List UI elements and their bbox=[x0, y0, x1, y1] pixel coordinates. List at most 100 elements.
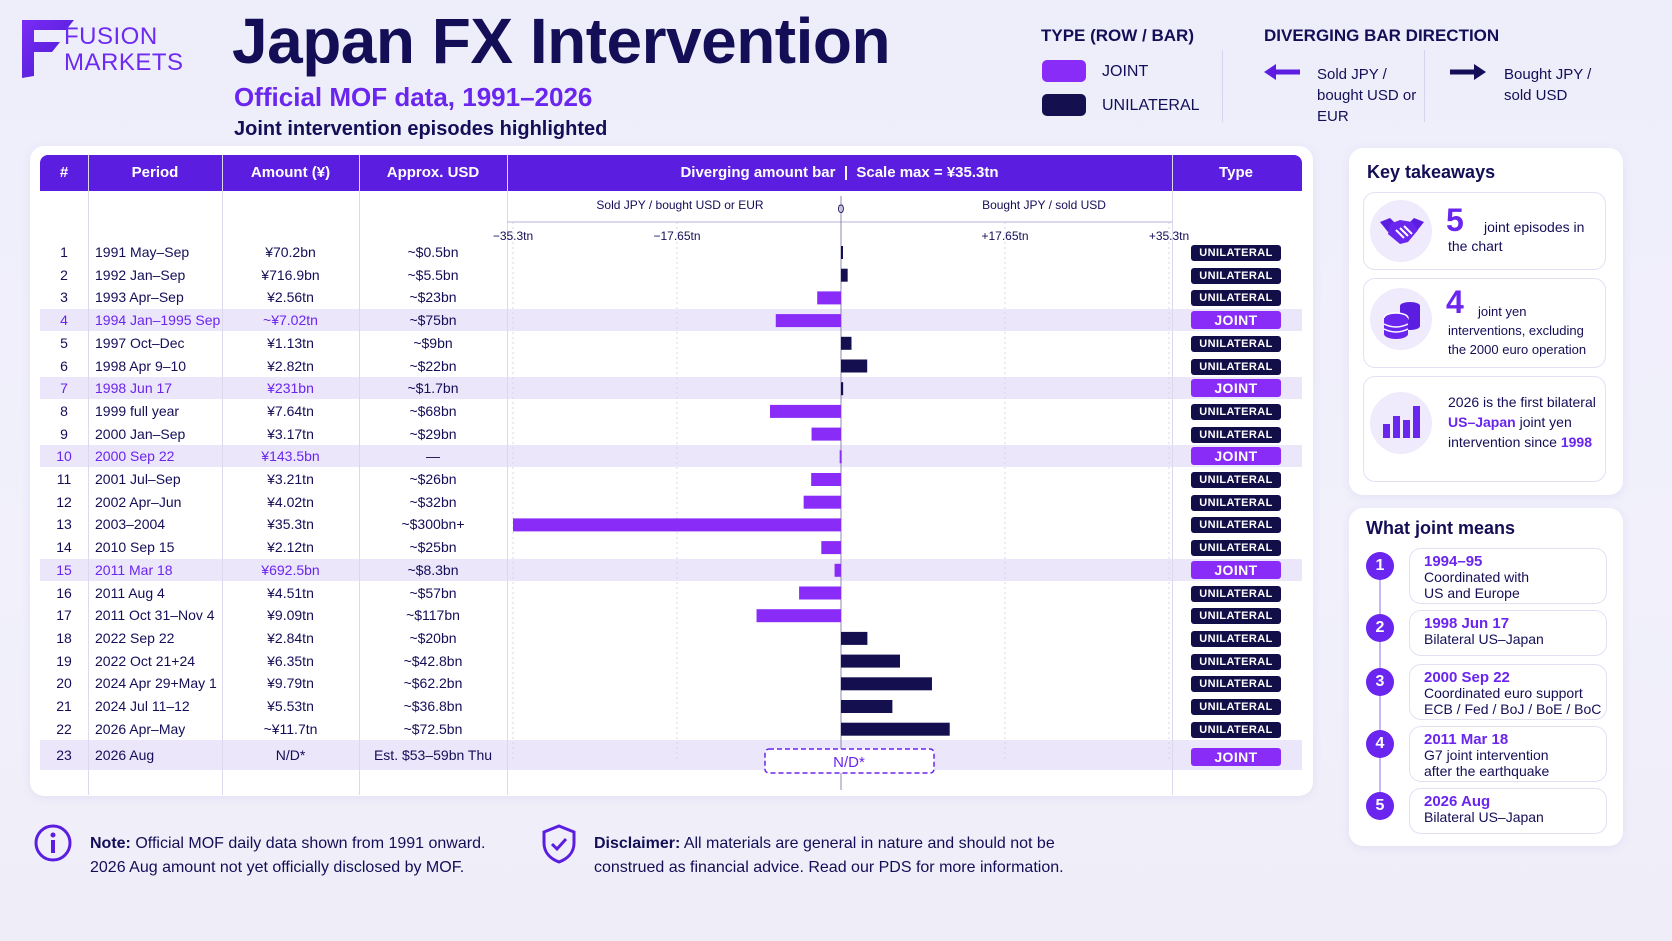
row-number: 15 bbox=[56, 561, 72, 578]
note-line-2: 2026 Aug amount not yet officially discl… bbox=[90, 859, 465, 876]
row-number: 14 bbox=[56, 539, 72, 556]
row-usd: ~$26bn bbox=[409, 471, 457, 487]
row-type-badge: UNILATERAL bbox=[1191, 290, 1281, 307]
table-row-highlight bbox=[40, 740, 1302, 770]
column-divider bbox=[359, 155, 360, 795]
row-usd: ~$9bn bbox=[413, 334, 453, 351]
joint-means-line-1: Coordinated euro support bbox=[1424, 685, 1583, 701]
legend-joint-swatch bbox=[1042, 60, 1086, 82]
axis-tick-label: −35.3tn bbox=[493, 229, 533, 243]
axis-tick-label: +17.65tn bbox=[981, 229, 1028, 243]
bar-15 bbox=[834, 563, 841, 577]
row-usd: ~$29bn bbox=[409, 425, 457, 442]
bar-8 bbox=[770, 404, 841, 418]
legend-divider-2 bbox=[1424, 50, 1425, 122]
legend-direction-title: DIVERGING BAR DIRECTION bbox=[1264, 26, 1500, 45]
legend-sold-label: Sold JPY / bought USD or EUR bbox=[1317, 66, 1417, 125]
takeaway-3-highlight-2: 1998 bbox=[1560, 434, 1592, 450]
brand-line-1: FUSION bbox=[64, 23, 158, 50]
footer-disclaimer: Disclaimer: All materials are general in… bbox=[594, 832, 1074, 880]
joint-means-line-1: Coordinated with bbox=[1424, 569, 1530, 585]
joint-means-date: 2026 Aug bbox=[1424, 793, 1491, 810]
row-amount: ¥9.79tn bbox=[267, 675, 314, 692]
row-amount: ¥2.84tn bbox=[267, 629, 314, 646]
row-period: 2026 Aug bbox=[95, 747, 155, 763]
bar-10 bbox=[839, 450, 842, 464]
axis-tick-label: −17.65tn bbox=[653, 229, 700, 243]
row-amount: ¥716.9bn bbox=[261, 266, 320, 283]
handshake-icon bbox=[1380, 218, 1424, 244]
row-usd: ~$20bn bbox=[409, 629, 457, 646]
table-row-highlight bbox=[40, 445, 1302, 468]
table-row-highlight bbox=[40, 558, 1302, 581]
row-type-badge: UNILATERAL bbox=[1191, 403, 1281, 420]
row-usd: ~$1.7bn bbox=[407, 380, 459, 397]
header-num: # bbox=[59, 164, 69, 181]
joint-means-item bbox=[1409, 726, 1607, 782]
row-type-badge: JOINT bbox=[1191, 311, 1281, 330]
row-amount: ¥4.51tn bbox=[267, 584, 314, 601]
row-usd: ~$57bn bbox=[409, 584, 457, 601]
arrow-left-icon bbox=[1264, 64, 1300, 80]
note-line-1: Official MOF daily data shown from 1991 … bbox=[130, 835, 486, 852]
bar-22 bbox=[841, 722, 950, 736]
row-amount: N/D* bbox=[275, 747, 306, 763]
disclaimer-label: Disclaimer: bbox=[594, 835, 681, 852]
row-number: 12 bbox=[56, 493, 72, 510]
bar-18 bbox=[841, 631, 868, 645]
row-usd: ~$72.5bn bbox=[403, 720, 463, 737]
header-bar: Diverging amount bar | Scale max = ¥35.3… bbox=[680, 164, 999, 181]
bar-14 bbox=[821, 541, 841, 555]
row-number: 19 bbox=[56, 652, 72, 669]
row-usd: ~$36.8bn bbox=[403, 698, 463, 714]
row-type-badge: UNILATERAL bbox=[1191, 585, 1281, 602]
row-amount: ~¥7.02tn bbox=[263, 312, 318, 329]
row-amount: ¥7.64tn bbox=[267, 402, 314, 419]
row-number: 18 bbox=[56, 629, 72, 646]
row-type-badge: UNILATERAL bbox=[1191, 653, 1281, 670]
row-period: 2022 Oct 21+24 bbox=[95, 652, 196, 669]
table-row-highlight bbox=[40, 309, 1302, 332]
joint-means-line-2: US and Europe bbox=[1424, 585, 1520, 601]
column-divider bbox=[1172, 155, 1173, 795]
row-number: 22 bbox=[56, 720, 72, 737]
row-period: 1997 Oct–Dec bbox=[95, 334, 185, 351]
row-period: 2011 Oct 31–Nov 4 bbox=[95, 607, 215, 624]
row-number: 3 bbox=[60, 289, 68, 306]
takeaway-3-mid: joint yen intervention since bbox=[1448, 414, 1572, 450]
info-icon bbox=[34, 824, 72, 862]
row-number: 11 bbox=[56, 471, 72, 487]
brand-name: FUSION MARKETS bbox=[64, 24, 184, 76]
row-usd: ~$5.5bn bbox=[407, 266, 459, 283]
bar-13 bbox=[513, 518, 841, 532]
nd-box bbox=[764, 748, 935, 774]
row-number: 16 bbox=[56, 584, 72, 601]
fusion-markets-logo-icon bbox=[22, 20, 74, 78]
arrow-right-icon bbox=[1450, 64, 1486, 80]
row-period: 2024 Apr 29+May 1 bbox=[95, 675, 217, 692]
row-number: 10 bbox=[56, 448, 72, 465]
row-amount: ¥35.3tn bbox=[267, 516, 314, 533]
bar-5 bbox=[841, 336, 852, 350]
row-type-badge: UNILATERAL bbox=[1191, 721, 1281, 738]
row-period: 1991 May–Sep bbox=[95, 244, 190, 260]
row-period: 2003–2004 bbox=[95, 516, 166, 533]
joint-means-line-2: after the earthquake bbox=[1424, 763, 1550, 779]
row-period: 2010 Sep 15 bbox=[95, 539, 175, 556]
shield-check-icon bbox=[542, 824, 576, 864]
page-subnote: Joint intervention episodes highlighted bbox=[234, 118, 608, 140]
axis-tick-label: +35.3tn bbox=[1149, 229, 1189, 243]
bar-7 bbox=[841, 382, 844, 396]
takeaway-text-3: 2026 is the first bilateral US–Japan joi… bbox=[1448, 392, 1604, 452]
page-subtitle: Official MOF data, 1991–2026 bbox=[234, 82, 593, 112]
joint-means-line-1: Bilateral US–Japan bbox=[1424, 631, 1544, 647]
row-type-badge: UNILATERAL bbox=[1191, 358, 1281, 375]
brand-line-2: MARKETS bbox=[64, 49, 184, 76]
row-usd: ~$0.5bn bbox=[407, 244, 459, 260]
legend-divider bbox=[1222, 50, 1223, 122]
row-amount: ¥2.82tn bbox=[267, 357, 314, 374]
row-number: 2 bbox=[60, 266, 68, 283]
table-card bbox=[30, 146, 1313, 796]
bar-9 bbox=[811, 427, 841, 441]
step-number: 1 bbox=[1366, 552, 1394, 580]
